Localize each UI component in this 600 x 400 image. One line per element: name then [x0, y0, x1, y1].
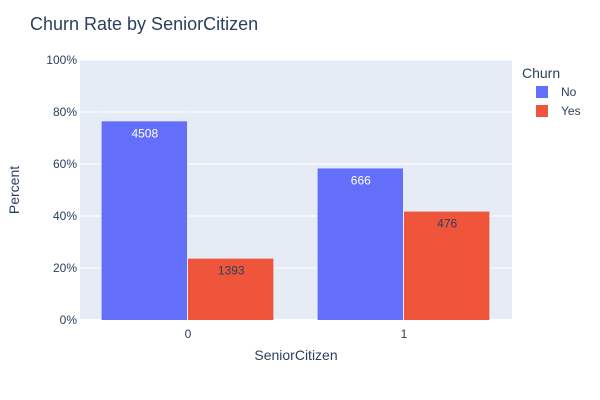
legend-title: Churn [522, 65, 560, 81]
bar-yes-1 [404, 211, 490, 320]
legend-label-no: No [561, 85, 577, 99]
y-tick-label: 100% [46, 53, 77, 67]
bar-data-label: 666 [351, 173, 371, 187]
legend-swatch-yes [536, 105, 548, 117]
bar-data-label: 476 [437, 217, 457, 231]
y-tick-label: 0% [60, 313, 78, 327]
y-axis-title: Percent [6, 166, 22, 214]
bar-yes-0 [188, 258, 274, 320]
bar-data-label: 4508 [131, 126, 158, 140]
x-tick-label: 0 [185, 327, 192, 341]
y-tick-label: 60% [53, 157, 77, 171]
x-axis-title: SeniorCitizen [254, 347, 337, 363]
y-tick-label: 40% [53, 209, 77, 223]
legend-label-yes: Yes [561, 104, 581, 118]
y-axis-ticks: 0% 20% 40% 60% 80% 100% [46, 53, 77, 327]
y-tick-label: 20% [53, 261, 77, 275]
y-tick-label: 80% [53, 105, 77, 119]
bars: 4508 1393 666 476 [101, 121, 490, 320]
bar-data-label: 1393 [218, 264, 245, 278]
bar-no-1 [317, 168, 403, 320]
legend-swatch-no [536, 86, 548, 98]
chart-title: Churn Rate by SeniorCitizen [30, 14, 258, 34]
legend: Churn No Yes [522, 65, 581, 118]
x-tick-label: 1 [401, 327, 408, 341]
bar-no-0 [101, 121, 187, 320]
